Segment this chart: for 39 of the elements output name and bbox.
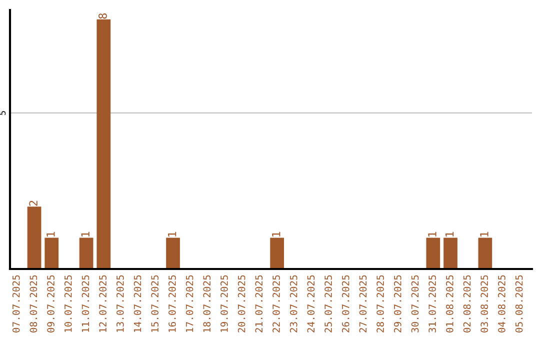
data-label: 1: [46, 232, 55, 236]
x-tick-label: 16.07.2025: [168, 275, 176, 332]
x-tick-label: 27.07.2025: [359, 275, 367, 332]
x-tick-label: 24.07.2025: [307, 275, 315, 332]
x-tick-label: 13.07.2025: [116, 275, 124, 332]
x-tick-label: 15.07.2025: [151, 275, 159, 332]
x-tick-label: 29.07.2025: [394, 275, 402, 332]
x-tick-label: 28.07.2025: [376, 275, 384, 332]
x-tick-label: 17.07.2025: [186, 275, 194, 332]
x-tick-label: 30.07.2025: [411, 275, 419, 332]
x-tick-label: 09.07.2025: [47, 275, 54, 332]
x-tick-label: 10.07.2025: [64, 275, 72, 332]
x-tick-label: 22.07.2025: [272, 275, 280, 332]
x-tick-label: 18.07.2025: [203, 275, 211, 332]
data-label: 1: [445, 232, 454, 236]
data-label: 1: [168, 232, 176, 236]
x-tick-label: 11.07.2025: [82, 275, 90, 332]
x-tick-label: 02.08.2025: [463, 275, 471, 332]
x-tick-label: 14.07.2025: [134, 275, 142, 332]
x-tick-label: 04.08.2025: [498, 275, 506, 332]
x-tick-label: 08.07.2025: [30, 275, 38, 332]
x-tick-label: 03.08.2025: [480, 275, 488, 332]
x-tick-label: 23.07.2025: [290, 275, 298, 332]
data-label: 1: [81, 232, 90, 236]
data-label: 8: [98, 13, 107, 19]
data-label: 2: [29, 200, 38, 206]
x-tick-label: 26.07.2025: [342, 275, 350, 332]
x-tick-label: 21.07.2025: [255, 275, 263, 332]
data-label: 1: [272, 232, 280, 236]
x-tick-label: 25.07.2025: [324, 275, 332, 332]
x-tick-label: 01.08.2025: [446, 275, 454, 332]
x-tick-label: 20.07.2025: [238, 275, 246, 332]
x-tick-label: 12.07.2025: [99, 275, 106, 332]
x-tick-label: 05.08.2025: [515, 275, 523, 332]
x-tick-label: 19.07.2025: [220, 275, 228, 332]
x-tick-label: 31.07.2025: [428, 275, 436, 332]
x-tick-label: 07.07.2025: [12, 275, 20, 332]
data-label: 1: [480, 232, 488, 236]
data-label: 1: [428, 232, 436, 236]
